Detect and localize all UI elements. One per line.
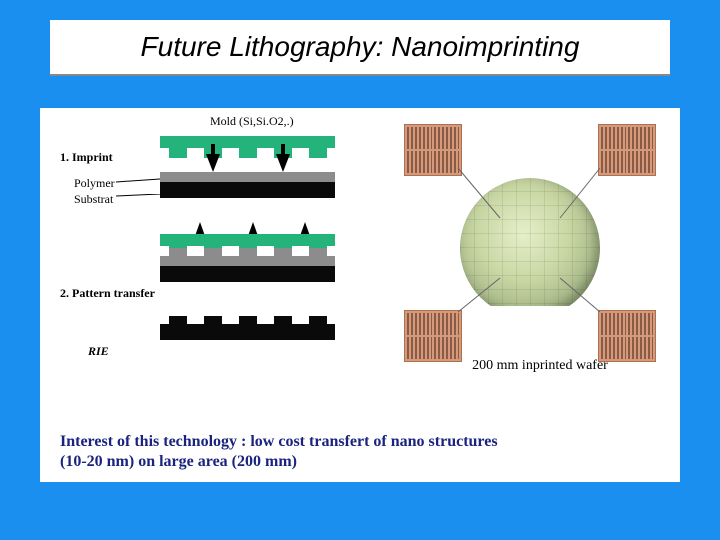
stage2-polymer-teeth	[160, 248, 335, 258]
interest-line2: (10-20 nm) on large area (200 mm)	[60, 453, 297, 470]
stage1-substrate	[160, 182, 335, 198]
polymer-leader-line	[116, 178, 160, 186]
interest-caption: Interest of this technology : low cost t…	[60, 432, 660, 472]
stage2-mold	[160, 234, 335, 246]
content-panel: Mold (Si,Si.O2,.) 1. Imprint Polymer Sub…	[40, 108, 680, 482]
step1-label: 1. Imprint	[60, 150, 113, 165]
step2-label: 2. Pattern transfer	[60, 286, 155, 301]
rie-label: RIE	[88, 344, 109, 359]
stage2-substrate	[160, 266, 335, 282]
stage1-mold-teeth	[160, 148, 335, 158]
process-diagram: Mold (Si,Si.O2,.) 1. Imprint Polymer Sub…	[60, 114, 370, 384]
press-arrow-icon	[276, 154, 290, 172]
interest-line1: Interest of this technology : low cost t…	[60, 433, 498, 450]
leader-lines	[400, 118, 660, 358]
substrate-leader-line	[116, 194, 160, 202]
diagram-area: Mold (Si,Si.O2,.) 1. Imprint Polymer Sub…	[40, 108, 680, 422]
press-arrow-stem	[281, 144, 285, 154]
substrate-label: Substrat	[74, 192, 113, 207]
wafer-diagram: 200 mm inprinted wafer	[400, 118, 660, 388]
page-title: Future Lithography: Nanoimprinting	[141, 31, 580, 63]
press-arrow-icon	[206, 154, 220, 172]
title-box: Future Lithography: Nanoimprinting	[50, 20, 670, 76]
stage1-mold	[160, 136, 335, 148]
stage1-polymer	[160, 172, 335, 182]
stage3-substrate	[160, 324, 335, 340]
wafer-caption: 200 mm inprinted wafer	[460, 358, 620, 374]
mold-label: Mold (Si,Si.O2,.)	[210, 114, 294, 129]
polymer-label: Polymer	[74, 176, 115, 191]
press-arrow-stem	[211, 144, 215, 154]
